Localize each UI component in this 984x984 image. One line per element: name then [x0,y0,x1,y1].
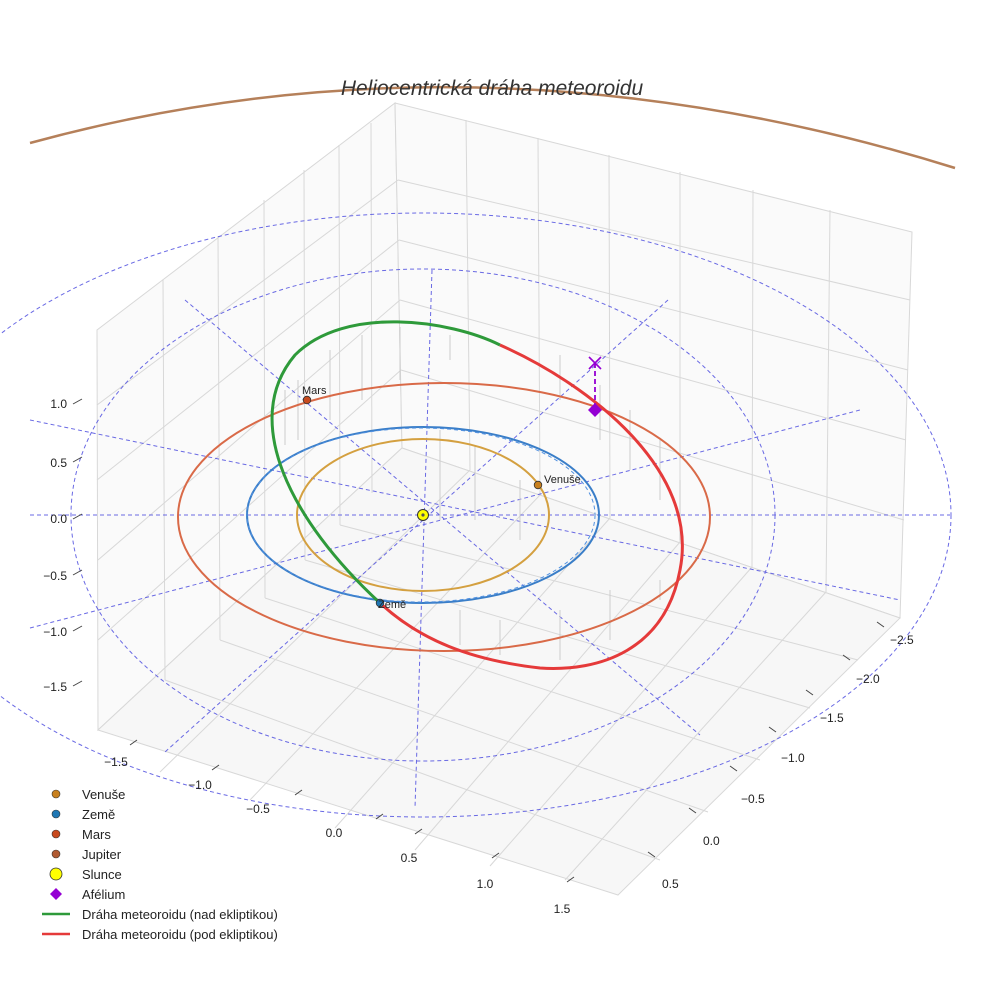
legend-marker-venus [51,789,61,799]
reference-axis [29,409,861,629]
floor-pane [97,447,901,896]
reference-circle [0,212,952,818]
legend-marker-mars [51,829,61,839]
grid-line [537,137,541,496]
grid-line [489,566,753,867]
y-tick-label: −2.5 [890,633,914,647]
grid-line [96,239,400,481]
legend: Venuše Země Mars Jupiter Slunce Afélium … [42,787,278,942]
legend-marker-earth [51,809,61,819]
grid-line [162,279,166,681]
z-tick-label: −1.5 [43,680,67,694]
grid-line [465,119,471,471]
grid-line [96,179,399,406]
y-tick-label: −1.0 [781,751,805,765]
x-tick-label: 1.5 [554,902,571,916]
grid-line [159,469,471,773]
grid-line [219,639,709,813]
orbit-mars [177,382,711,652]
y-tick-label: −2.0 [856,672,880,686]
reference-axis [29,419,901,601]
aphelion-projection-x [588,356,602,370]
earth-marker [375,598,385,608]
venus-marker [533,480,543,490]
grid-line [399,299,907,441]
legend-label: Jupiter [82,847,122,862]
z-tick-label: −0.5 [43,569,67,583]
reference-axis [414,269,433,809]
grid-line [338,144,341,526]
mars-label: Mars [302,385,327,397]
y-tick-label: −1.5 [820,711,844,725]
mars-marker [302,395,312,405]
legend-marker-sun [49,867,63,881]
grid-line [825,209,831,593]
grid-line [608,154,611,519]
x-tick-label: 1.0 [477,877,494,891]
legend-label: Dráha meteoroidu (nad ekliptikou) [82,907,278,922]
y-tick-label: −0.5 [741,792,765,806]
legend-marker-jupiter [51,849,61,859]
z-tick-label: 0.0 [50,512,67,526]
x-tick-label: 0.5 [401,851,418,865]
sun-center-dot [421,513,425,517]
legend-label: Dráha meteoroidu (pod ekliptikou) [82,927,278,942]
y-tick-label: 0.0 [703,834,720,848]
y-tick-label: 0.5 [662,877,679,891]
orbit-venus [296,438,550,592]
grid-line [339,524,859,661]
z-axis: 1.0 0.5 0.0 −0.5 −1.0 −1.5 [43,397,83,694]
x-tick-label: −0.5 [246,802,270,816]
x-tick-label: −1.5 [104,755,128,769]
legend-label: Slunce [82,867,122,882]
grid-line [97,369,402,641]
grid-line [164,679,661,861]
legend-label: Afélium [82,887,125,902]
grid-line [217,235,221,641]
grid-line [334,517,611,829]
legend-marker-aphelion [50,888,62,900]
reference-grid [0,212,952,818]
grid-line [751,189,754,568]
grid-line [304,559,811,709]
grid-line [414,541,681,851]
grid-line [398,239,909,371]
chart-title: Heliocentrická dráha meteoroidu [341,77,644,100]
meteoroid-orbit-below [378,343,684,670]
x-axis: −1.5 −1.0 −0.5 0.0 0.5 1.0 1.5 [104,739,575,916]
earth-label: Země [378,599,406,611]
aphelion-marker [588,403,602,417]
x-tick-label: −1.0 [188,778,212,792]
y-axis: −2.5 −2.0 −1.5 −1.0 −0.5 0.0 0.5 [647,621,914,891]
orbit-earth-dashed [246,427,596,603]
legend-label: Mars [82,827,111,842]
grid-line [263,199,266,599]
pane-grid [96,102,913,896]
meteoroid-orbit-above [270,320,501,605]
grid-line [264,597,761,761]
grid-line [97,299,401,561]
venus-label: Venuše [544,474,581,486]
legend-label: Venuše [82,787,125,802]
grid-line [397,179,911,301]
reference-axis [184,299,701,736]
legend-label: Země [82,807,115,822]
z-tick-label: 1.0 [50,397,67,411]
grid-line [249,494,541,801]
z-tick-label: −1.0 [43,625,67,639]
orbit-jupiter [29,85,956,170]
grid-line [303,169,306,561]
grid-line [400,369,905,521]
z-tick-label: 0.5 [50,456,67,470]
x-tick-label: 0.0 [326,826,343,840]
